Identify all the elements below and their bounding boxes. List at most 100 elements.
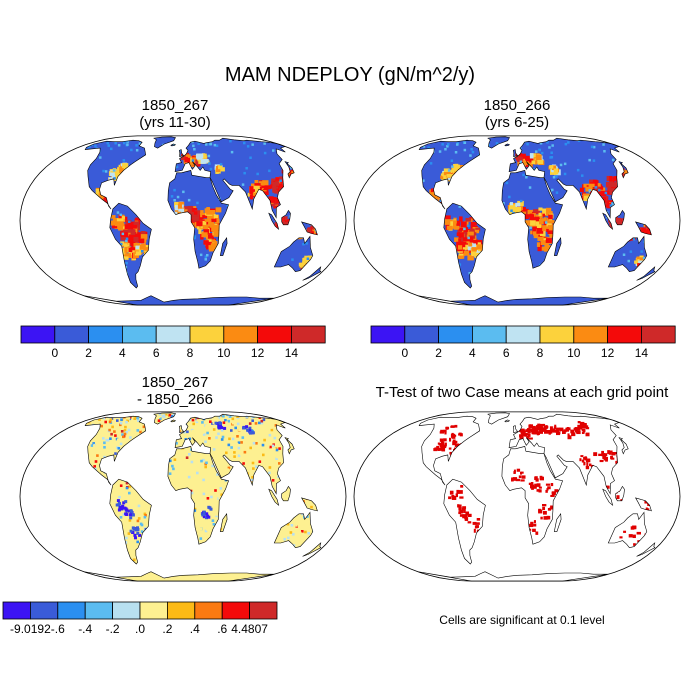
data-cell — [551, 188, 554, 192]
data-cell — [473, 239, 477, 245]
significant-cell — [538, 509, 543, 514]
data-cell — [469, 233, 476, 239]
data-cell — [515, 202, 521, 207]
data-cell — [240, 441, 243, 444]
coastline-australia — [273, 235, 314, 273]
colorbar-panel-1: 0 2 4 6 8 10 12 14 — [20, 325, 326, 360]
land-southAmerica — [443, 479, 486, 564]
data-cell — [634, 260, 639, 264]
significant-cell — [530, 484, 535, 489]
panel-2-title-line2: (yrs 6-25) — [484, 114, 550, 131]
data-cell — [196, 224, 201, 230]
data-cell — [603, 150, 606, 153]
data-cell — [310, 505, 313, 509]
colorbar-box — [2, 601, 31, 620]
colorbar-label: -.4 — [78, 622, 92, 636]
significant-cell — [443, 438, 447, 442]
data-cell — [122, 163, 129, 169]
data-cell — [519, 205, 523, 211]
data-cell — [446, 174, 453, 178]
data-cell — [231, 421, 235, 425]
data-cell — [219, 163, 223, 166]
colorbar-label: .6 — [217, 622, 227, 636]
significant-cell — [581, 459, 585, 463]
significant-cell — [644, 500, 649, 504]
data-cell — [262, 418, 266, 422]
data-cell — [276, 186, 281, 192]
data-cell — [201, 421, 204, 424]
data-cell — [273, 419, 276, 422]
data-cell — [124, 246, 128, 253]
data-cell — [544, 221, 548, 224]
data-cell — [188, 418, 192, 422]
data-cell — [590, 145, 594, 149]
land-greenland — [154, 136, 176, 149]
data-cell — [641, 228, 647, 233]
data-cell — [640, 250, 643, 253]
data-cell — [616, 218, 622, 222]
data-cell — [128, 485, 132, 488]
data-cell — [225, 451, 228, 455]
data-cell — [196, 471, 199, 475]
data-cell — [454, 151, 458, 154]
data-cell — [206, 423, 210, 426]
data-cell — [125, 481, 129, 485]
data-cell — [211, 519, 215, 522]
data-cell — [224, 419, 227, 422]
data-cell — [618, 221, 624, 227]
data-cell — [123, 255, 129, 260]
significant-cell — [610, 455, 613, 460]
data-cell — [123, 429, 127, 432]
data-cell — [256, 172, 259, 176]
significant-cell — [440, 429, 444, 433]
colorbar-box — [640, 325, 676, 344]
data-cell — [553, 168, 559, 175]
map-frame — [19, 135, 347, 306]
data-cell — [205, 516, 208, 520]
significant-cell — [476, 525, 479, 528]
data-cell — [116, 211, 120, 214]
colorbar-box — [472, 325, 507, 344]
data-cell — [202, 513, 206, 516]
coastline-newZealand — [302, 542, 322, 557]
data-cell — [139, 430, 142, 434]
data-cell — [444, 219, 451, 226]
data-cell — [458, 253, 464, 258]
data-cell — [93, 444, 96, 447]
coastline-eurasia — [174, 137, 286, 219]
coastline-newGuinea — [634, 221, 652, 236]
significant-cell — [584, 425, 589, 429]
coastline-antarctica — [83, 295, 275, 306]
data-cell — [205, 424, 208, 428]
land-madagascar — [554, 237, 562, 256]
data-cell — [209, 167, 213, 171]
data-cell — [542, 208, 548, 214]
coastline-newZealand — [636, 542, 656, 557]
data-cell — [251, 419, 254, 422]
significant-cell — [441, 444, 447, 449]
coastline-newGuinea — [634, 497, 652, 512]
data-cell — [471, 251, 477, 257]
map-content — [354, 411, 680, 582]
coastline-eurasia — [508, 137, 620, 219]
data-cell — [190, 460, 194, 464]
data-cell — [272, 181, 276, 188]
data-cell — [110, 147, 113, 151]
significant-cell — [554, 424, 557, 429]
data-cell — [188, 453, 191, 456]
significant-cell — [616, 495, 620, 500]
significant-cell — [567, 427, 571, 431]
data-cell — [269, 197, 276, 203]
coastline-africa — [501, 170, 563, 269]
data-cell — [237, 454, 241, 458]
significant-cell — [529, 424, 533, 428]
significant-cell — [579, 422, 584, 426]
data-cell — [132, 527, 136, 531]
panel-1-title-line2: (yrs 11-30) — [139, 114, 211, 131]
data-cell — [599, 190, 607, 197]
coastline-eurasia — [508, 413, 620, 495]
data-cell — [502, 202, 505, 205]
data-cell — [541, 212, 546, 217]
coastline-iceland — [170, 143, 176, 147]
data-cell — [117, 221, 122, 228]
